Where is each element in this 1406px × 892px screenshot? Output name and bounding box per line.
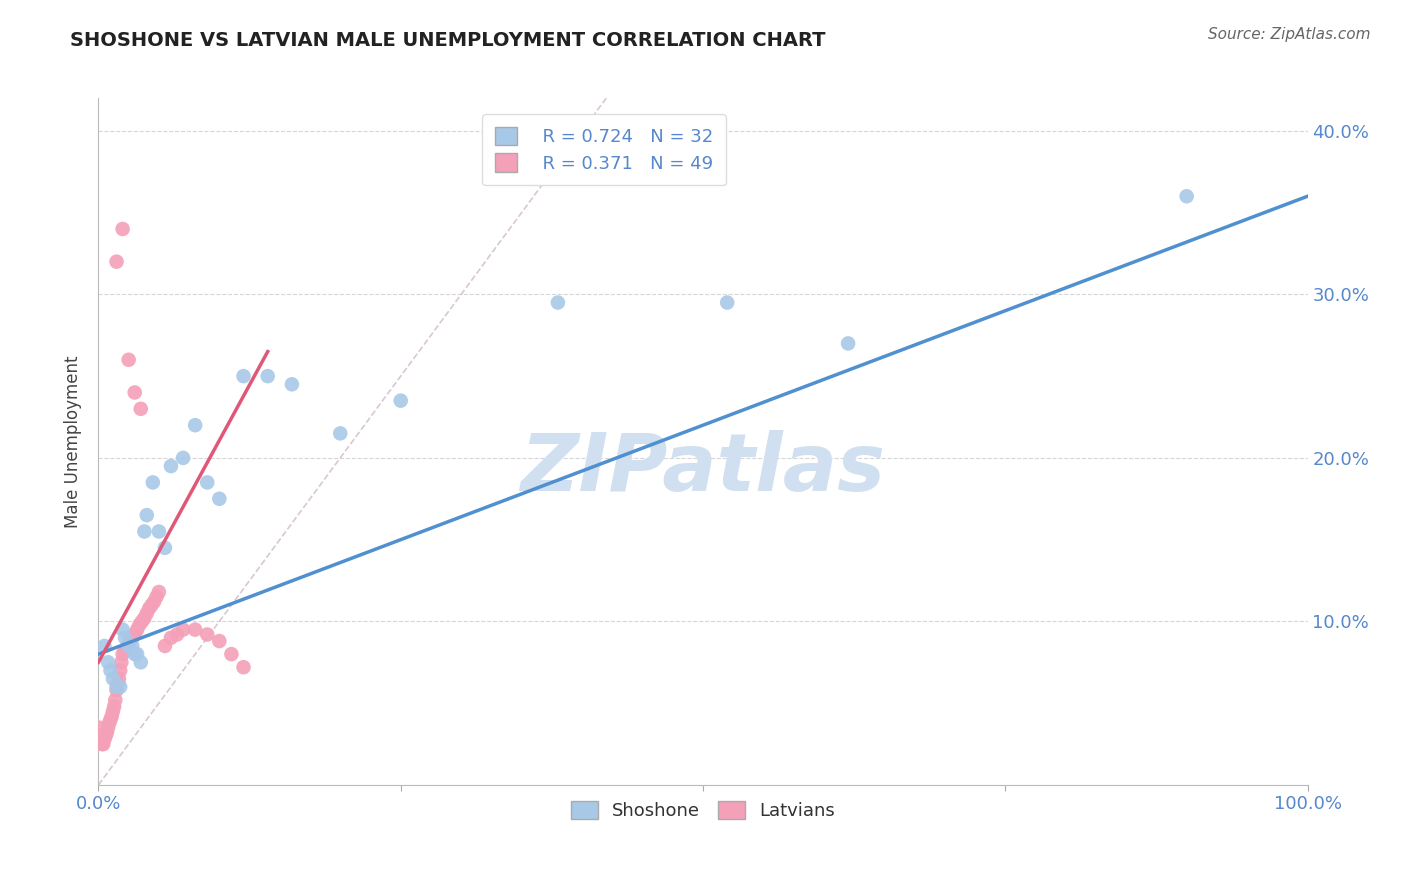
Point bbox=[114, 631, 136, 645]
Point bbox=[103, 699, 125, 714]
Point bbox=[129, 655, 152, 669]
Point bbox=[91, 737, 114, 751]
Point bbox=[128, 617, 150, 632]
Text: ZIPatlas: ZIPatlas bbox=[520, 430, 886, 508]
Point bbox=[90, 729, 112, 743]
Point bbox=[142, 475, 165, 490]
Point bbox=[105, 680, 128, 694]
Point bbox=[105, 683, 128, 698]
Point bbox=[256, 369, 278, 384]
Point bbox=[110, 655, 132, 669]
Point bbox=[97, 655, 120, 669]
Point bbox=[108, 664, 131, 678]
Point bbox=[117, 639, 139, 653]
Point bbox=[837, 336, 859, 351]
Point bbox=[105, 254, 128, 268]
Point bbox=[97, 721, 120, 735]
Point bbox=[153, 639, 176, 653]
Point bbox=[129, 401, 152, 416]
Point bbox=[166, 627, 188, 641]
Point bbox=[160, 631, 183, 645]
Point bbox=[138, 601, 160, 615]
Point bbox=[141, 598, 163, 612]
Point bbox=[121, 631, 143, 645]
Point bbox=[281, 377, 304, 392]
Point bbox=[124, 627, 146, 641]
Point bbox=[111, 647, 134, 661]
Point bbox=[148, 524, 170, 539]
Point bbox=[135, 508, 157, 523]
Point bbox=[121, 639, 143, 653]
Point bbox=[135, 607, 157, 621]
Point bbox=[172, 450, 194, 465]
Point bbox=[172, 623, 194, 637]
Text: SHOSHONE VS LATVIAN MALE UNEMPLOYMENT CORRELATION CHART: SHOSHONE VS LATVIAN MALE UNEMPLOYMENT CO… bbox=[70, 31, 825, 50]
Point bbox=[716, 295, 738, 310]
Point bbox=[124, 385, 146, 400]
Y-axis label: Male Unemployment: Male Unemployment bbox=[65, 355, 83, 528]
Point bbox=[131, 615, 153, 629]
Point bbox=[107, 676, 129, 690]
Point bbox=[134, 524, 156, 539]
Point bbox=[232, 369, 254, 384]
Point bbox=[124, 647, 146, 661]
Point bbox=[389, 393, 412, 408]
Point bbox=[96, 725, 118, 739]
Point bbox=[93, 639, 115, 653]
Point bbox=[91, 737, 114, 751]
Point bbox=[208, 634, 231, 648]
Point bbox=[98, 715, 121, 730]
Point bbox=[195, 627, 218, 641]
Point bbox=[94, 729, 117, 743]
Point bbox=[127, 647, 149, 661]
Point bbox=[160, 458, 183, 473]
Point bbox=[114, 644, 136, 658]
Point bbox=[329, 426, 352, 441]
Point bbox=[1175, 189, 1198, 203]
Point bbox=[127, 623, 149, 637]
Point bbox=[118, 634, 141, 648]
Point bbox=[111, 222, 134, 236]
Point bbox=[89, 721, 111, 735]
Point bbox=[208, 491, 231, 506]
Point bbox=[221, 647, 243, 661]
Point bbox=[134, 611, 156, 625]
Point bbox=[148, 585, 170, 599]
Point bbox=[100, 713, 122, 727]
Point bbox=[101, 705, 124, 719]
Point bbox=[184, 418, 207, 433]
Point bbox=[118, 352, 141, 367]
Point bbox=[143, 595, 166, 609]
Point bbox=[100, 664, 122, 678]
Point bbox=[547, 295, 569, 310]
Point bbox=[108, 672, 131, 686]
Point bbox=[93, 732, 115, 747]
Point bbox=[153, 541, 176, 555]
Point bbox=[100, 709, 122, 723]
Point bbox=[232, 660, 254, 674]
Point bbox=[195, 475, 218, 490]
Legend: Shoshone, Latvians: Shoshone, Latvians bbox=[564, 794, 842, 828]
Text: Source: ZipAtlas.com: Source: ZipAtlas.com bbox=[1208, 27, 1371, 42]
Point bbox=[184, 623, 207, 637]
Point bbox=[145, 590, 167, 604]
Point bbox=[101, 672, 124, 686]
Point bbox=[111, 623, 134, 637]
Point bbox=[108, 680, 131, 694]
Point bbox=[104, 693, 127, 707]
Point bbox=[118, 639, 141, 653]
